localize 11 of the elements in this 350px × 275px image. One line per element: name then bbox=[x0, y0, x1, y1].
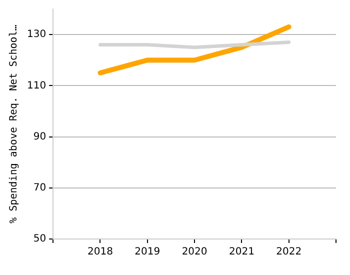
y-tick-label: 70 bbox=[33, 182, 46, 194]
x-tick-label: 2019 bbox=[134, 246, 160, 258]
x-tick-label: 2021 bbox=[228, 246, 254, 258]
x-tick-label: 2018 bbox=[88, 246, 113, 258]
x-tick-label: 2022 bbox=[276, 246, 302, 258]
y-tick-label: 90 bbox=[33, 131, 46, 142]
y-tick-label: 130 bbox=[26, 29, 46, 40]
y-axis-title: % Spending above Req. Net School… bbox=[8, 24, 20, 224]
x-tick-label: 2020 bbox=[182, 246, 208, 258]
y-tick-label: 50 bbox=[33, 234, 46, 245]
y-tick-label: 110 bbox=[26, 80, 46, 92]
